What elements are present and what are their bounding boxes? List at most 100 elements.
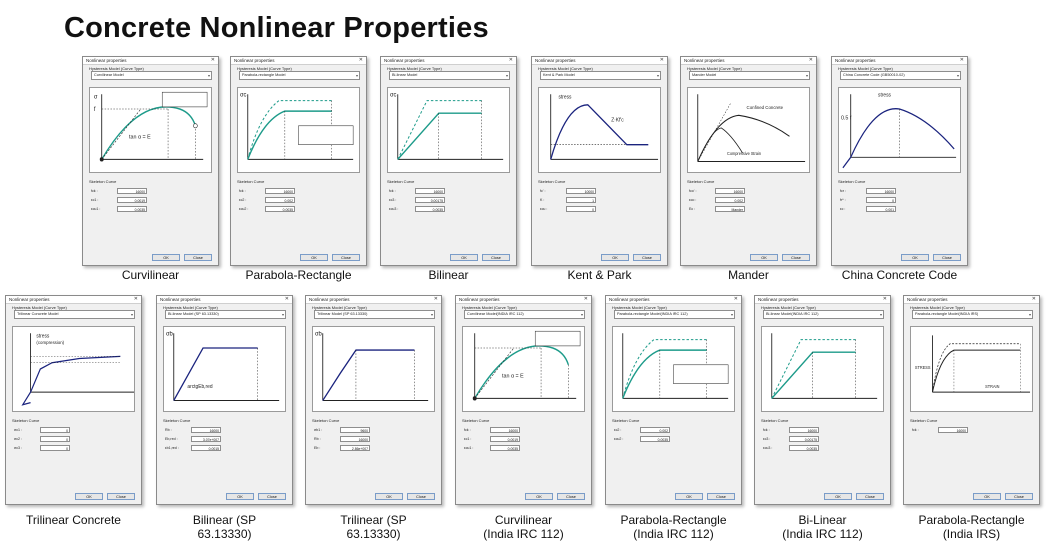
close-icon[interactable]: ✕ [733, 296, 738, 302]
field-input[interactable]: 0.002 [265, 197, 295, 203]
close-icon[interactable]: ✕ [358, 57, 363, 63]
field-input[interactable]: 0.0035 [415, 206, 445, 212]
field-input[interactable]: 1 [566, 197, 596, 203]
close-icon[interactable]: ✕ [882, 296, 887, 302]
field-input[interactable]: 0.0035 [490, 445, 520, 451]
close-button[interactable]: Close [782, 254, 810, 261]
ok-button[interactable]: OK [226, 493, 254, 500]
close-button[interactable]: Close [1005, 493, 1033, 500]
ok-button[interactable]: OK [601, 254, 629, 261]
skeleton-curve-label: Skeleton Curve [838, 179, 866, 184]
close-icon[interactable]: ✕ [284, 296, 289, 302]
curve-type-select[interactable]: Parabola-rectangle Model ▾ [239, 71, 360, 80]
curve-type-select[interactable]: Kent & Park Model ▾ [540, 71, 661, 80]
field-input[interactable]: 0 [40, 436, 70, 442]
field-input[interactable]: 0.0035 [265, 206, 295, 212]
field-input[interactable]: 0.001 [866, 206, 896, 212]
field-input[interactable]: 0 [40, 427, 70, 433]
close-button[interactable]: Close [407, 493, 435, 500]
field-input[interactable]: 0.00175 [415, 197, 445, 203]
ok-button[interactable]: OK [824, 493, 852, 500]
dialog-title-bar: Nonlinear properties ✕ [456, 296, 591, 304]
field-input[interactable]: 0.0015 [191, 445, 221, 451]
field-input[interactable]: 0.0019 [490, 436, 520, 442]
ok-button[interactable]: OK [675, 493, 703, 500]
field-input[interactable]: 16000 [715, 188, 745, 194]
field-input[interactable]: 16000 [191, 427, 221, 433]
field-input[interactable]: 0.002 [715, 197, 745, 203]
ok-button[interactable]: OK [750, 254, 778, 261]
close-icon[interactable]: ✕ [808, 57, 813, 63]
ok-button[interactable]: OK [300, 254, 328, 261]
curve-type-select[interactable]: Trilinear Concrete Model ▾ [14, 310, 135, 319]
hysteresis-group-label: Hysteresis Model (Curve Type) [910, 305, 965, 310]
close-icon[interactable]: ✕ [433, 296, 438, 302]
close-button[interactable]: Close [633, 254, 661, 261]
ok-button[interactable]: OK [973, 493, 1001, 500]
ok-button[interactable]: OK [152, 254, 180, 261]
field-input[interactable]: 3.07e+007 [191, 436, 221, 442]
close-button[interactable]: Close [856, 493, 884, 500]
ok-button[interactable]: OK [75, 493, 103, 500]
field-input[interactable]: 16000 [415, 188, 445, 194]
curve-type-select[interactable]: Mander Model ▾ [689, 71, 810, 80]
curve-type-value: Curvilinear Model [94, 73, 124, 77]
curve-type-select[interactable]: Curvilinear Model(INDIA IRC 112) ▾ [464, 310, 585, 319]
curve-type-select[interactable]: Parabola-rectangle Model(INDIA IRS) ▾ [912, 310, 1033, 319]
field-input[interactable]: 16000 [265, 188, 295, 194]
ok-button[interactable]: OK [375, 493, 403, 500]
field-input[interactable]: 0.0019 [117, 197, 147, 203]
close-button[interactable]: Close [707, 493, 735, 500]
ok-button[interactable]: OK [901, 254, 929, 261]
field-input[interactable]: 0.0035 [117, 206, 147, 212]
close-button[interactable]: Close [107, 493, 135, 500]
field-label: εc2 : [239, 198, 247, 202]
field-input[interactable]: 16000 [866, 188, 896, 194]
hysteresis-group-label: Hysteresis Model (Curve Type) [687, 66, 742, 71]
field-input[interactable]: 0.0035 [789, 445, 819, 451]
stress-strain-graph [771, 333, 878, 399]
close-icon[interactable]: ✕ [959, 57, 964, 63]
close-icon[interactable]: ✕ [210, 57, 215, 63]
field-input[interactable]: 16000 [340, 436, 370, 442]
close-icon[interactable]: ✕ [133, 296, 138, 302]
close-button[interactable]: Close [557, 493, 585, 500]
stress-strain-graph: σc [240, 91, 354, 160]
field-input[interactable]: 16000 [117, 188, 147, 194]
close-button[interactable]: Close [482, 254, 510, 261]
close-button[interactable]: Close [184, 254, 212, 261]
curve-type-select[interactable]: China Concrete Code (GB50010-02) ▾ [840, 71, 961, 80]
curve-type-select[interactable]: Bi-linear Model ▾ [389, 71, 510, 80]
field-input[interactable]: 9600 [340, 427, 370, 433]
stress-strain-graph: STRESS STRAIN [915, 335, 1031, 393]
curve-type-select[interactable]: Bi-linear Model (SP 63.13330) ▾ [165, 310, 286, 319]
field-input[interactable]: 0.0035 [640, 436, 670, 442]
curve-type-select[interactable]: Parabola-rectangle Model(INDIA IRC 112) … [614, 310, 735, 319]
close-button[interactable]: Close [258, 493, 286, 500]
ok-button[interactable]: OK [525, 493, 553, 500]
ok-button[interactable]: OK [450, 254, 478, 261]
field-label: εb1,red : [165, 446, 179, 450]
field-input[interactable]: 10000 [566, 188, 596, 194]
field-input[interactable]: Mander [715, 206, 745, 212]
field-input[interactable]: 2.86e+007 [340, 445, 370, 451]
close-icon[interactable]: ✕ [583, 296, 588, 302]
close-icon[interactable]: ✕ [508, 57, 513, 63]
field-input[interactable]: 16000 [789, 427, 819, 433]
field-input[interactable]: 0 [566, 206, 596, 212]
field-input[interactable]: 0.00175 [789, 436, 819, 442]
curve-type-select[interactable]: Trilinear Model (SP 63.13330) ▾ [314, 310, 435, 319]
field-input[interactable]: 0.002 [640, 427, 670, 433]
field-input[interactable]: 0 [40, 445, 70, 451]
field-input[interactable]: 16000 [490, 427, 520, 433]
close-icon[interactable]: ✕ [1031, 296, 1036, 302]
hysteresis-group-label: Hysteresis Model (Curve Type) [163, 305, 218, 310]
field-input[interactable]: 0 [866, 197, 896, 203]
close-button[interactable]: Close [332, 254, 360, 261]
curve-type-select[interactable]: Curvilinear Model ▾ [91, 71, 212, 80]
close-button[interactable]: Close [933, 254, 961, 261]
close-icon[interactable]: ✕ [659, 57, 664, 63]
field-label: fck : [763, 428, 770, 432]
field-input[interactable]: 16000 [938, 427, 968, 433]
curve-type-select[interactable]: Bi-linear Model(INDIA IRC 112) ▾ [763, 310, 884, 319]
